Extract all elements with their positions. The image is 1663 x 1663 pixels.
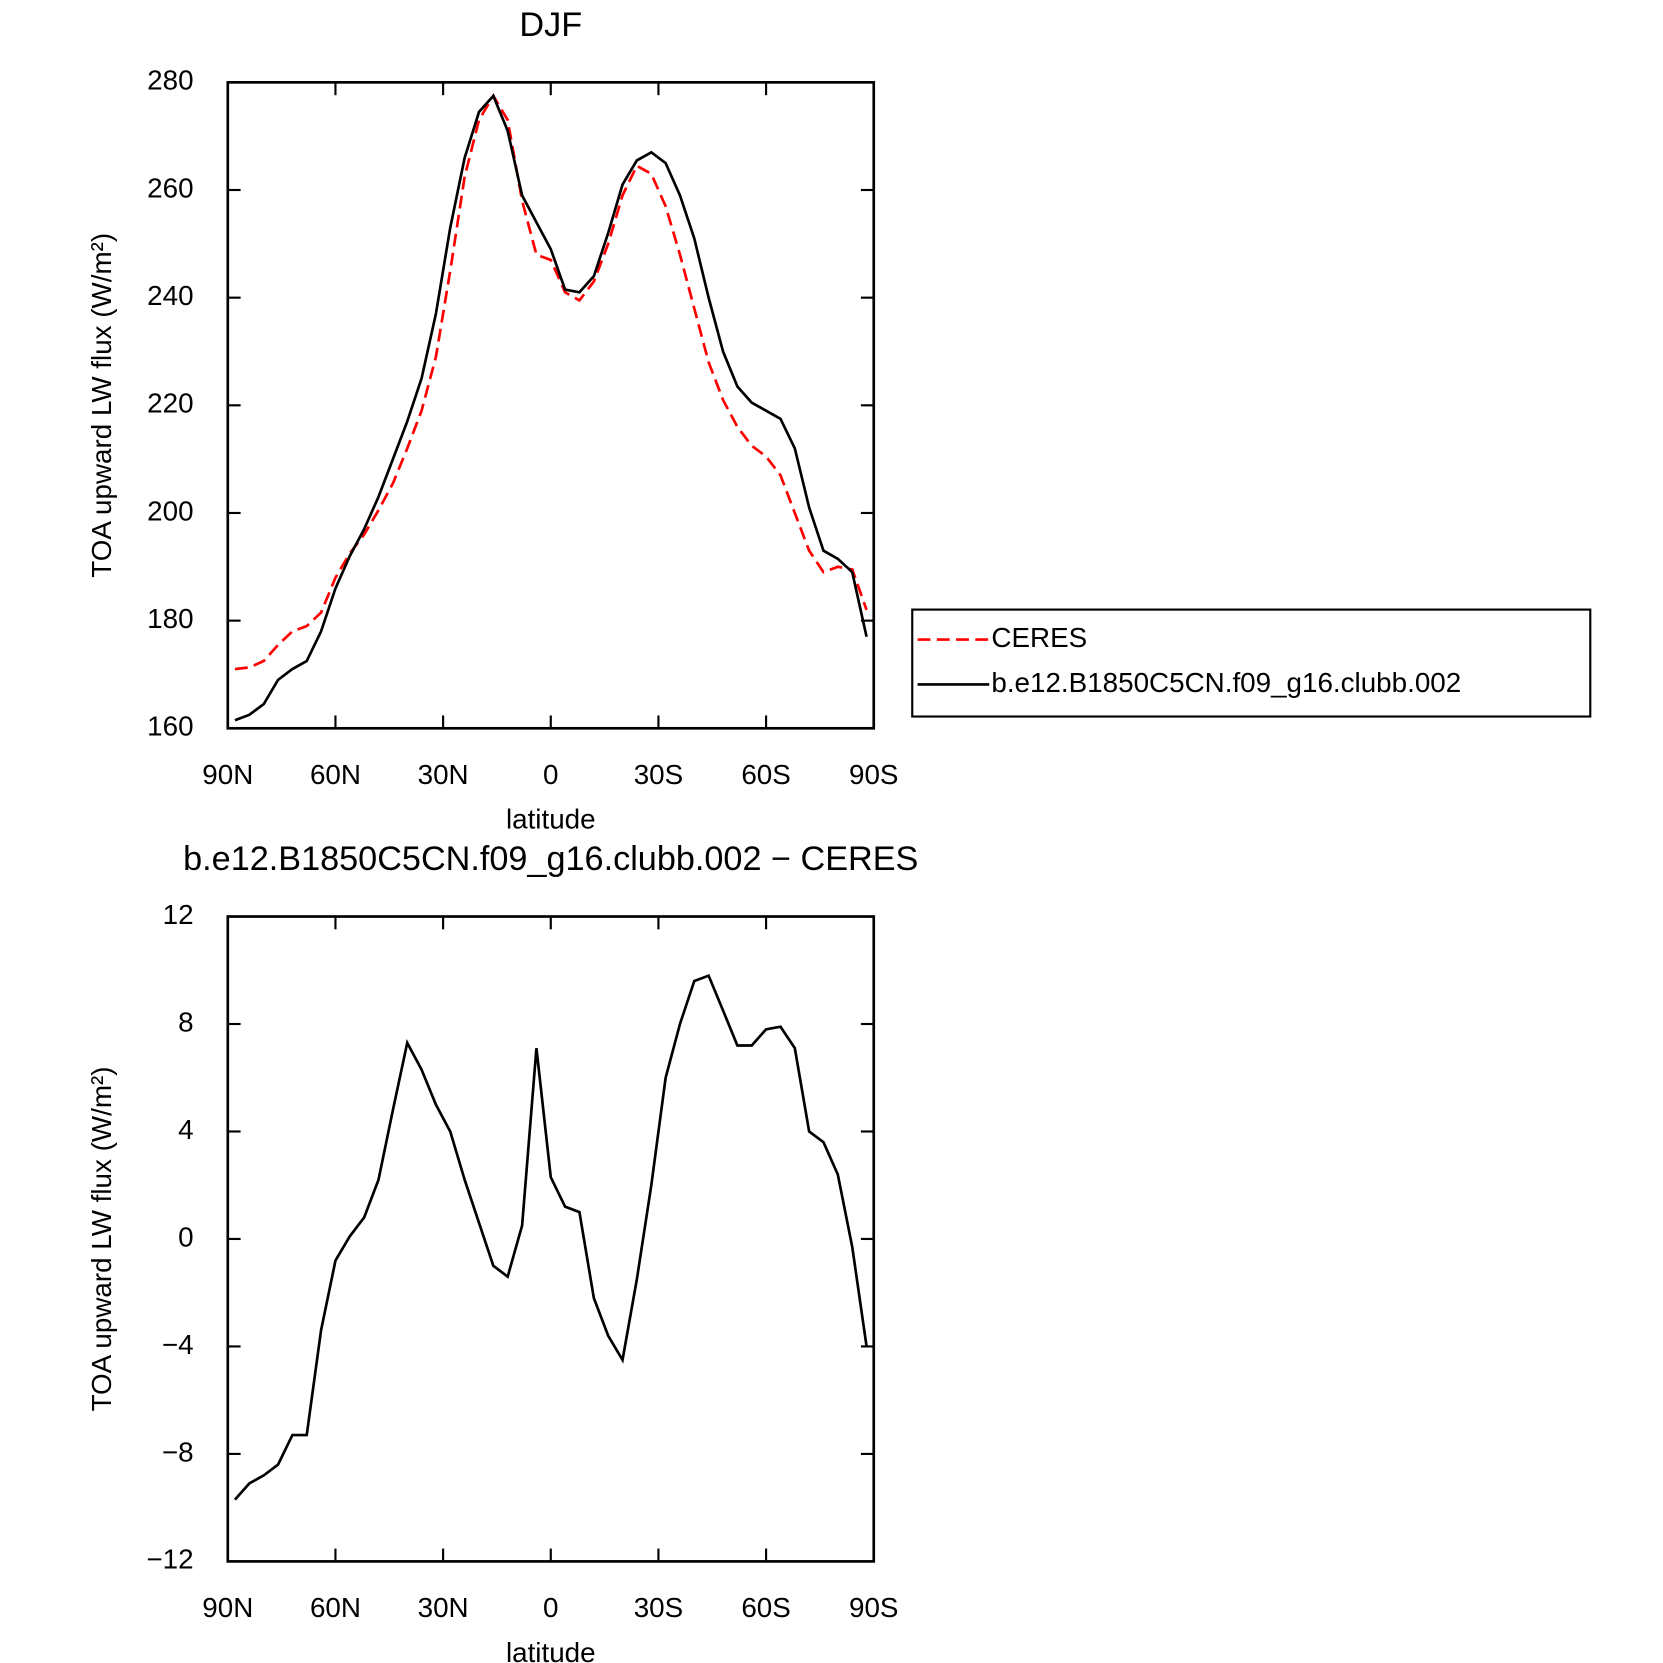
x-axis-label: latitude: [506, 804, 596, 835]
data-line: [233, 973, 868, 1501]
legend-box: [911, 608, 1592, 718]
x-tick-label: 90N: [202, 1592, 253, 1623]
y-tick-label: 180: [147, 603, 193, 634]
legend-label: b.e12.B1850C5CN.f09_g16.clubb.002: [991, 667, 1461, 698]
x-tick-label: 60N: [310, 759, 361, 790]
y-tick-label: −4: [162, 1329, 194, 1360]
y-tick-label: 240: [147, 280, 193, 311]
y-tick-label: −12: [146, 1544, 193, 1575]
y-axis-label: TOA upward LW flux (W/m²): [86, 233, 117, 578]
legend-label: CERES: [991, 622, 1087, 653]
x-tick-label: 90S: [849, 1592, 898, 1623]
data-line: [234, 93, 868, 722]
y-tick-label: 260: [147, 172, 193, 203]
x-tick-label: 90N: [202, 759, 253, 790]
y-axis-label: TOA upward LW flux (W/m²): [86, 1066, 117, 1411]
chart-title: b.e12.B1850C5CN.f09_g16.clubb.002 − CERE…: [183, 840, 918, 878]
plot-frame: [226, 915, 876, 1563]
chart-title: DJF: [519, 6, 582, 44]
plot-frame: [226, 81, 876, 730]
x-tick-label: 0: [543, 759, 558, 790]
x-tick-label: 60S: [741, 759, 790, 790]
y-tick-label: 200: [147, 495, 193, 526]
y-tick-label: −8: [162, 1436, 194, 1467]
y-tick-label: 160: [147, 711, 193, 742]
x-tick-label: 30N: [418, 759, 469, 790]
x-axis-label: latitude: [506, 1637, 596, 1663]
x-tick-label: 30N: [418, 1592, 469, 1623]
data-line: [234, 93, 868, 671]
x-tick-label: 0: [543, 1592, 558, 1623]
y-tick-label: 12: [163, 899, 194, 930]
x-tick-label: 30S: [634, 759, 683, 790]
y-tick-label: 220: [147, 388, 193, 419]
y-tick-label: 8: [178, 1006, 193, 1037]
y-tick-label: 4: [178, 1114, 193, 1145]
y-tick-label: 0: [178, 1221, 193, 1252]
x-tick-label: 90S: [849, 759, 898, 790]
x-tick-label: 60S: [741, 1592, 790, 1623]
x-tick-label: 60N: [310, 1592, 361, 1623]
y-tick-label: 280: [147, 65, 193, 96]
x-tick-label: 30S: [634, 1592, 683, 1623]
